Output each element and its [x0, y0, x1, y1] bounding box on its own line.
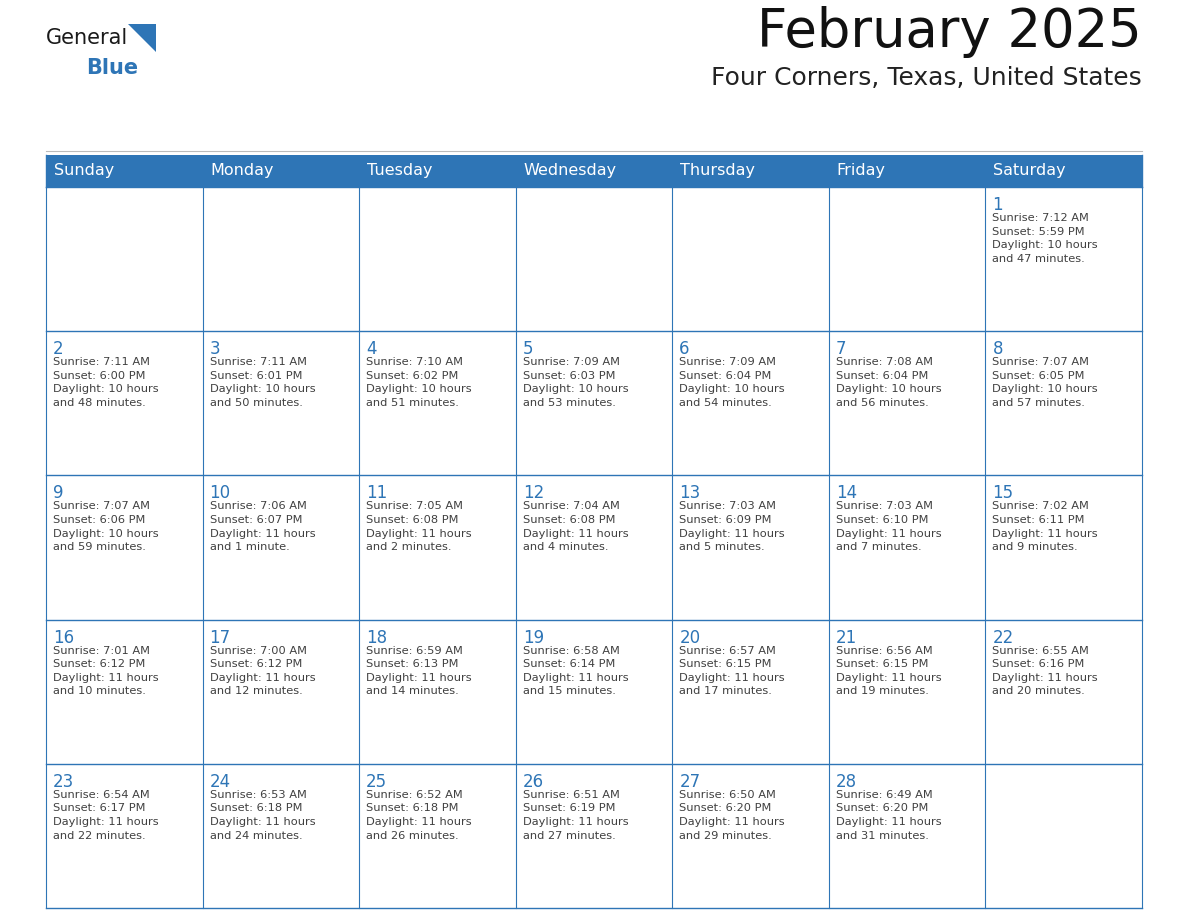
- Text: Sunrise: 7:12 AM
Sunset: 5:59 PM
Daylight: 10 hours
and 47 minutes.: Sunrise: 7:12 AM Sunset: 5:59 PM Dayligh…: [992, 213, 1098, 263]
- Text: Sunrise: 7:03 AM
Sunset: 6:09 PM
Daylight: 11 hours
and 5 minutes.: Sunrise: 7:03 AM Sunset: 6:09 PM Dayligh…: [680, 501, 785, 553]
- Text: 1: 1: [992, 196, 1003, 214]
- Text: 15: 15: [992, 485, 1013, 502]
- Text: Thursday: Thursday: [681, 163, 756, 178]
- Text: Sunrise: 7:02 AM
Sunset: 6:11 PM
Daylight: 11 hours
and 9 minutes.: Sunrise: 7:02 AM Sunset: 6:11 PM Dayligh…: [992, 501, 1098, 553]
- Text: 17: 17: [209, 629, 230, 646]
- Text: Wednesday: Wednesday: [524, 163, 617, 178]
- Text: 14: 14: [836, 485, 857, 502]
- Text: Sunrise: 7:10 AM
Sunset: 6:02 PM
Daylight: 10 hours
and 51 minutes.: Sunrise: 7:10 AM Sunset: 6:02 PM Dayligh…: [366, 357, 472, 408]
- Text: Sunrise: 6:49 AM
Sunset: 6:20 PM
Daylight: 11 hours
and 31 minutes.: Sunrise: 6:49 AM Sunset: 6:20 PM Dayligh…: [836, 789, 941, 841]
- Text: Blue: Blue: [86, 58, 138, 78]
- Text: Sunrise: 7:08 AM
Sunset: 6:04 PM
Daylight: 10 hours
and 56 minutes.: Sunrise: 7:08 AM Sunset: 6:04 PM Dayligh…: [836, 357, 941, 408]
- Text: Sunrise: 7:00 AM
Sunset: 6:12 PM
Daylight: 11 hours
and 12 minutes.: Sunrise: 7:00 AM Sunset: 6:12 PM Dayligh…: [209, 645, 315, 697]
- Text: 24: 24: [209, 773, 230, 790]
- Text: February 2025: February 2025: [757, 6, 1142, 58]
- Text: Sunrise: 6:56 AM
Sunset: 6:15 PM
Daylight: 11 hours
and 19 minutes.: Sunrise: 6:56 AM Sunset: 6:15 PM Dayligh…: [836, 645, 941, 697]
- Text: 16: 16: [53, 629, 74, 646]
- Text: Sunrise: 6:54 AM
Sunset: 6:17 PM
Daylight: 11 hours
and 22 minutes.: Sunrise: 6:54 AM Sunset: 6:17 PM Dayligh…: [53, 789, 159, 841]
- Text: 2: 2: [53, 341, 64, 358]
- Text: Sunrise: 7:01 AM
Sunset: 6:12 PM
Daylight: 11 hours
and 10 minutes.: Sunrise: 7:01 AM Sunset: 6:12 PM Dayligh…: [53, 645, 159, 697]
- Text: Sunrise: 6:50 AM
Sunset: 6:20 PM
Daylight: 11 hours
and 29 minutes.: Sunrise: 6:50 AM Sunset: 6:20 PM Dayligh…: [680, 789, 785, 841]
- Text: 8: 8: [992, 341, 1003, 358]
- Text: 26: 26: [523, 773, 544, 790]
- Text: 25: 25: [366, 773, 387, 790]
- Text: 12: 12: [523, 485, 544, 502]
- Text: 18: 18: [366, 629, 387, 646]
- Text: Sunrise: 7:06 AM
Sunset: 6:07 PM
Daylight: 11 hours
and 1 minute.: Sunrise: 7:06 AM Sunset: 6:07 PM Dayligh…: [209, 501, 315, 553]
- Text: 28: 28: [836, 773, 857, 790]
- Text: 13: 13: [680, 485, 701, 502]
- Text: Sunrise: 6:58 AM
Sunset: 6:14 PM
Daylight: 11 hours
and 15 minutes.: Sunrise: 6:58 AM Sunset: 6:14 PM Dayligh…: [523, 645, 628, 697]
- Text: 11: 11: [366, 485, 387, 502]
- Text: 19: 19: [523, 629, 544, 646]
- Text: 10: 10: [209, 485, 230, 502]
- Text: Sunrise: 6:57 AM
Sunset: 6:15 PM
Daylight: 11 hours
and 17 minutes.: Sunrise: 6:57 AM Sunset: 6:15 PM Dayligh…: [680, 645, 785, 697]
- Text: Sunrise: 6:55 AM
Sunset: 6:16 PM
Daylight: 11 hours
and 20 minutes.: Sunrise: 6:55 AM Sunset: 6:16 PM Dayligh…: [992, 645, 1098, 697]
- Text: Sunrise: 6:59 AM
Sunset: 6:13 PM
Daylight: 11 hours
and 14 minutes.: Sunrise: 6:59 AM Sunset: 6:13 PM Dayligh…: [366, 645, 472, 697]
- Text: Monday: Monday: [210, 163, 274, 178]
- Text: Sunrise: 6:52 AM
Sunset: 6:18 PM
Daylight: 11 hours
and 26 minutes.: Sunrise: 6:52 AM Sunset: 6:18 PM Dayligh…: [366, 789, 472, 841]
- Text: Sunrise: 7:07 AM
Sunset: 6:05 PM
Daylight: 10 hours
and 57 minutes.: Sunrise: 7:07 AM Sunset: 6:05 PM Dayligh…: [992, 357, 1098, 408]
- Text: Sunrise: 7:07 AM
Sunset: 6:06 PM
Daylight: 10 hours
and 59 minutes.: Sunrise: 7:07 AM Sunset: 6:06 PM Dayligh…: [53, 501, 159, 553]
- Text: 21: 21: [836, 629, 857, 646]
- Text: Saturday: Saturday: [993, 163, 1066, 178]
- Text: Sunrise: 7:05 AM
Sunset: 6:08 PM
Daylight: 11 hours
and 2 minutes.: Sunrise: 7:05 AM Sunset: 6:08 PM Dayligh…: [366, 501, 472, 553]
- Text: 6: 6: [680, 341, 690, 358]
- Text: 3: 3: [209, 341, 220, 358]
- Text: Sunrise: 7:03 AM
Sunset: 6:10 PM
Daylight: 11 hours
and 7 minutes.: Sunrise: 7:03 AM Sunset: 6:10 PM Dayligh…: [836, 501, 941, 553]
- Text: 5: 5: [523, 341, 533, 358]
- Text: Sunrise: 7:11 AM
Sunset: 6:01 PM
Daylight: 10 hours
and 50 minutes.: Sunrise: 7:11 AM Sunset: 6:01 PM Dayligh…: [209, 357, 315, 408]
- Text: 27: 27: [680, 773, 701, 790]
- Text: 7: 7: [836, 341, 846, 358]
- Text: Sunrise: 7:09 AM
Sunset: 6:04 PM
Daylight: 10 hours
and 54 minutes.: Sunrise: 7:09 AM Sunset: 6:04 PM Dayligh…: [680, 357, 785, 408]
- Text: Sunday: Sunday: [53, 163, 114, 178]
- Bar: [46, 155, 1142, 187]
- Text: General: General: [46, 28, 128, 48]
- Text: 22: 22: [992, 629, 1013, 646]
- Text: Sunrise: 7:04 AM
Sunset: 6:08 PM
Daylight: 11 hours
and 4 minutes.: Sunrise: 7:04 AM Sunset: 6:08 PM Dayligh…: [523, 501, 628, 553]
- Text: Sunrise: 7:09 AM
Sunset: 6:03 PM
Daylight: 10 hours
and 53 minutes.: Sunrise: 7:09 AM Sunset: 6:03 PM Dayligh…: [523, 357, 628, 408]
- Text: Four Corners, Texas, United States: Four Corners, Texas, United States: [712, 66, 1142, 90]
- Text: 20: 20: [680, 629, 701, 646]
- Text: Sunrise: 6:53 AM
Sunset: 6:18 PM
Daylight: 11 hours
and 24 minutes.: Sunrise: 6:53 AM Sunset: 6:18 PM Dayligh…: [209, 789, 315, 841]
- Polygon shape: [128, 24, 156, 52]
- Text: Tuesday: Tuesday: [367, 163, 432, 178]
- Text: 23: 23: [53, 773, 74, 790]
- Text: 9: 9: [53, 485, 63, 502]
- Text: Friday: Friday: [836, 163, 886, 178]
- Text: 4: 4: [366, 341, 377, 358]
- Text: Sunrise: 6:51 AM
Sunset: 6:19 PM
Daylight: 11 hours
and 27 minutes.: Sunrise: 6:51 AM Sunset: 6:19 PM Dayligh…: [523, 789, 628, 841]
- Text: Sunrise: 7:11 AM
Sunset: 6:00 PM
Daylight: 10 hours
and 48 minutes.: Sunrise: 7:11 AM Sunset: 6:00 PM Dayligh…: [53, 357, 159, 408]
